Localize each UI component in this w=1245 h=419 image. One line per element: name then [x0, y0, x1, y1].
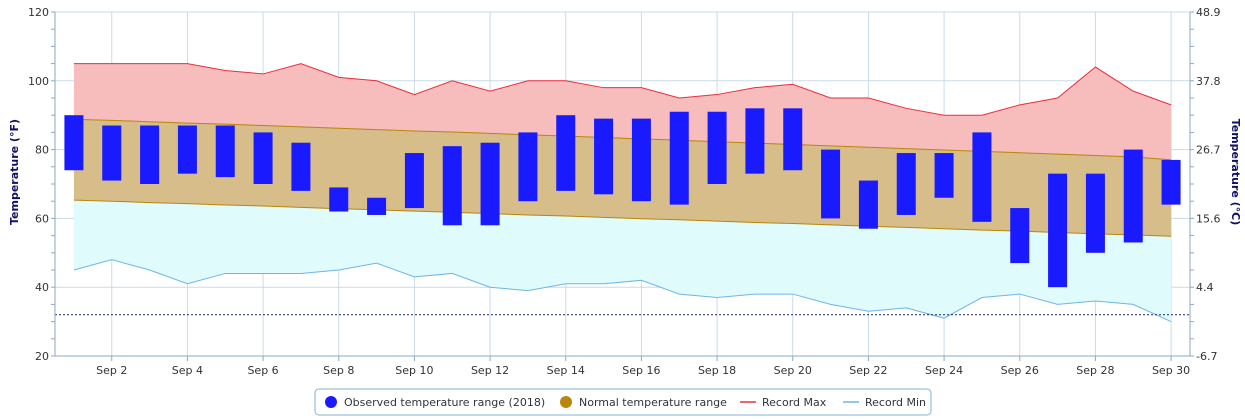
normal-low-line	[73, 199, 1172, 237]
legend-record-min-label: Record Min	[865, 396, 926, 409]
record-min-line	[73, 259, 1172, 323]
y-right-tick-label: 26.7	[1196, 144, 1221, 157]
y-left-tick-label: 40	[35, 281, 49, 294]
record-max-band	[73, 63, 1172, 160]
record-lines	[55, 63, 1190, 323]
observed-range-bar	[404, 153, 424, 209]
observed-range-bar	[556, 115, 576, 191]
observed-range-bar	[367, 197, 387, 215]
x-tick-label: Sep 22	[849, 364, 887, 377]
legend-normal-marker	[560, 396, 572, 408]
observed-bars	[64, 108, 1181, 288]
legend-item-normal[interactable]: Normal temperature range	[560, 396, 727, 409]
observed-range-bar	[177, 125, 197, 174]
observed-range-bar	[896, 153, 916, 215]
observed-range-bar	[707, 111, 727, 184]
x-tick-label: Sep 24	[925, 364, 963, 377]
area-bands	[73, 63, 1172, 322]
x-tick-label: Sep 14	[547, 364, 585, 377]
observed-range-bar	[669, 111, 689, 205]
y-left-tick-label: 100	[28, 75, 49, 88]
x-tick-label: Sep 28	[1076, 364, 1114, 377]
observed-range-bar	[1048, 173, 1068, 288]
x-tick-label: Sep 2	[96, 364, 127, 377]
observed-range-bar	[518, 132, 538, 202]
x-tick-label: Sep 18	[698, 364, 736, 377]
x-tick-label: Sep 10	[395, 364, 433, 377]
x-tick-label: Sep 30	[1152, 364, 1190, 377]
observed-range-bar	[934, 153, 954, 198]
y-left-tick-label: 80	[35, 144, 49, 157]
observed-range-bar	[253, 132, 273, 184]
observed-range-bar	[972, 132, 992, 222]
x-tick-label: Sep 26	[1001, 364, 1039, 377]
observed-range-bar	[102, 125, 122, 181]
observed-range-bar	[442, 146, 462, 226]
y-left-axis-title: Temperature (°F)	[8, 119, 21, 225]
record-min-band	[73, 200, 1172, 322]
x-tick-label: Sep 6	[247, 364, 278, 377]
legend: Observed temperature range (2018) Normal…	[314, 388, 932, 416]
x-tick-label: Sep 12	[471, 364, 509, 377]
observed-range-bar	[480, 142, 500, 226]
legend-box	[314, 388, 932, 416]
observed-range-bar	[1010, 208, 1030, 264]
observed-range-bar	[1123, 149, 1143, 243]
legend-normal-label: Normal temperature range	[579, 396, 727, 409]
x-tick-label: Sep 4	[172, 364, 203, 377]
observed-range-bar	[215, 125, 235, 178]
observed-range-bar	[745, 108, 765, 174]
legend-item-record-min[interactable]: Record Min	[843, 396, 926, 409]
axes: 20 -6.7 40 4.4 60 15.6 80 26.7 100 37.8 120 48.9 Sep…	[28, 6, 1221, 377]
legend-item-record-max[interactable]: Record Max	[740, 396, 827, 409]
observed-range-bar	[140, 125, 160, 184]
observed-range-bar	[858, 180, 878, 229]
y-left-tick-label: 20	[35, 350, 49, 363]
observed-range-bar	[291, 142, 311, 191]
observed-range-bar	[821, 149, 841, 219]
y-right-tick-label: 4.4	[1196, 281, 1214, 294]
legend-item-observed[interactable]: Observed temperature range (2018)	[325, 396, 545, 409]
y-right-tick-label: -6.7	[1196, 350, 1217, 363]
legend-observed-marker	[325, 396, 337, 408]
observed-range-bar	[1085, 173, 1105, 253]
x-tick-label: Sep 8	[323, 364, 354, 377]
observed-range-bar	[64, 115, 84, 171]
y-right-tick-label: 37.8	[1196, 75, 1221, 88]
y-left-tick-label: 60	[35, 212, 49, 225]
y-right-tick-label: 15.6	[1196, 212, 1221, 225]
observed-range-bar	[783, 108, 803, 171]
observed-range-bar	[631, 118, 651, 202]
y-left-tick-label: 120	[28, 6, 49, 19]
legend-record-max-label: Record Max	[762, 396, 827, 409]
y-right-axis-title: Temperature (°C)	[1229, 119, 1242, 226]
x-tick-label: Sep 16	[622, 364, 660, 377]
observed-range-bar	[329, 187, 349, 212]
observed-range-bar	[1161, 159, 1181, 205]
x-tick-label: Sep 20	[774, 364, 812, 377]
legend-observed-label: Observed temperature range (2018)	[344, 396, 545, 409]
record-max-line	[73, 63, 1172, 116]
y-right-tick-label: 48.9	[1196, 6, 1221, 19]
observed-range-bar	[594, 118, 614, 195]
